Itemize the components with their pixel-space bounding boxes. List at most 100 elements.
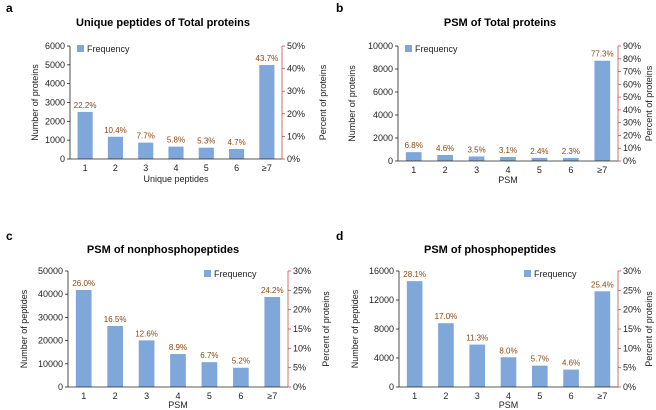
y-tick-label: 4000 [45, 79, 65, 89]
y2-tick-label: 50% [287, 41, 305, 51]
y2-tick-label: 0% [623, 156, 636, 166]
panel-letter-b: b [336, 1, 343, 15]
x-tick-label: 5 [537, 165, 542, 175]
legend-swatch [77, 45, 84, 52]
bar-≥7 [259, 65, 275, 159]
chart-panel-d: d PSM of phosphopeptides 28.1% 1 17.0% 2 11.3%… [336, 229, 654, 410]
y2-axis-label: Percent of proteins [321, 291, 331, 367]
bar-2 [107, 136, 123, 159]
y2-tick-label: 10% [293, 343, 311, 353]
y-tick-label: 4000 [373, 110, 393, 120]
x-tick-label: 6 [238, 391, 243, 401]
data-label: 5.3% [197, 137, 215, 146]
y2-tick-label: 0% [293, 382, 306, 392]
bar-5 [531, 157, 548, 161]
bar-5 [198, 147, 214, 159]
y2-tick-label: 60% [623, 79, 641, 89]
data-label: 4.7% [227, 138, 245, 147]
data-label: 4.6% [436, 144, 454, 153]
y2-tick-label: 10% [287, 131, 305, 141]
bar-2 [437, 155, 453, 161]
y-tick-label: 8000 [373, 64, 393, 74]
bar-6 [563, 158, 579, 161]
y-tick-label: 1000 [45, 135, 65, 145]
y2-axis-label: Percent of proteins [318, 64, 328, 140]
y-tick-label: 10000 [38, 359, 63, 369]
y-tick-label: 10000 [368, 41, 393, 51]
y2-tick-label: 10% [623, 143, 641, 153]
x-tick-label: 4 [173, 163, 178, 173]
chart-title: Unique peptides of Total proteins [76, 17, 250, 29]
y-axis-label: Number of proteins [30, 64, 40, 141]
y2-tick-label: 20% [623, 305, 641, 315]
x-tick-label: 5 [204, 163, 209, 173]
bar-3 [138, 142, 154, 159]
y-tick-label: 0 [58, 382, 63, 392]
bar-4 [168, 146, 184, 159]
chart-panel-c: c PSM of nonphosphopeptides 26.0% 1 16.5% 2 12… [6, 229, 331, 410]
bar-2 [107, 325, 123, 387]
y2-tick-label: 20% [623, 130, 641, 140]
y-tick-label: 6000 [45, 41, 65, 51]
y2-tick-label: 5% [623, 363, 636, 373]
y-tick-label: 0 [60, 154, 65, 164]
bar-4 [500, 357, 517, 387]
data-label: 7.7% [137, 132, 155, 141]
legend-swatch [524, 270, 531, 277]
y2-axis-label: Percent of proteins [644, 291, 654, 367]
y2-tick-label: 20% [287, 109, 305, 119]
legend-swatch [204, 270, 211, 277]
y-axis-label: Number of peptides [350, 289, 360, 368]
bar-3 [468, 156, 485, 161]
x-tick-label: ≥7 [597, 391, 607, 401]
chart-title: PSM of Total proteins [444, 17, 556, 29]
x-tick-label: 1 [81, 391, 86, 401]
bar-2 [438, 323, 454, 387]
panel-letter-c: c [6, 229, 13, 243]
chart-title: PSM of nonphosphopeptides [87, 244, 239, 256]
y2-tick-label: 40% [623, 105, 641, 115]
legend-label: Frequency [415, 44, 458, 54]
y-tick-label: 20000 [38, 336, 63, 346]
data-label: 2.3% [562, 147, 580, 156]
legend-label: Frequency [214, 269, 257, 279]
bar-6 [229, 149, 245, 159]
x-axis-label: PSM [498, 175, 518, 185]
y2-tick-label: 25% [293, 285, 311, 295]
x-tick-label: 2 [113, 163, 118, 173]
y2-tick-label: 5% [293, 363, 306, 373]
data-label: 28.1% [403, 270, 426, 279]
x-tick-label: 2 [443, 391, 448, 401]
data-label: 8.0% [499, 346, 517, 355]
y2-tick-label: 90% [623, 41, 641, 51]
bar-3 [469, 344, 486, 387]
data-label: 25.4% [591, 280, 614, 289]
x-tick-label: ≥7 [267, 391, 277, 401]
x-tick-label: 1 [411, 165, 416, 175]
x-axis-label: Unique peptides [143, 174, 209, 184]
data-label: 11.3% [466, 334, 488, 343]
bar-3 [138, 340, 155, 387]
x-tick-label: ≥7 [262, 163, 272, 173]
legend: Frequency [204, 269, 257, 279]
legend-label: Frequency [534, 269, 577, 279]
x-tick-label: 4 [506, 391, 511, 401]
y-tick-label: 40000 [38, 289, 63, 299]
y-tick-label: 50000 [38, 266, 63, 276]
y-tick-label: 2000 [373, 133, 393, 143]
y-tick-label: 2000 [45, 116, 65, 126]
data-label: 3.1% [499, 146, 517, 155]
chart-panel-b: b PSM of Total proteins 6.8% 1 4.6% 2 3.5% 3 3.1… [336, 1, 654, 185]
chart-panel-a: a Unique peptides of Total proteins 22.2% 1… [6, 1, 328, 184]
y2-tick-label: 30% [287, 86, 305, 96]
chart-title: PSM of phosphopeptides [424, 244, 556, 256]
data-label: 2.4% [530, 147, 548, 156]
x-tick-label: 4 [175, 391, 180, 401]
y2-tick-label: 80% [623, 54, 641, 64]
y2-tick-label: 25% [623, 285, 641, 295]
data-label: 5.2% [232, 357, 250, 366]
x-tick-label: 3 [475, 391, 480, 401]
bar-≥7 [264, 296, 281, 387]
data-label: 16.5% [104, 315, 127, 324]
